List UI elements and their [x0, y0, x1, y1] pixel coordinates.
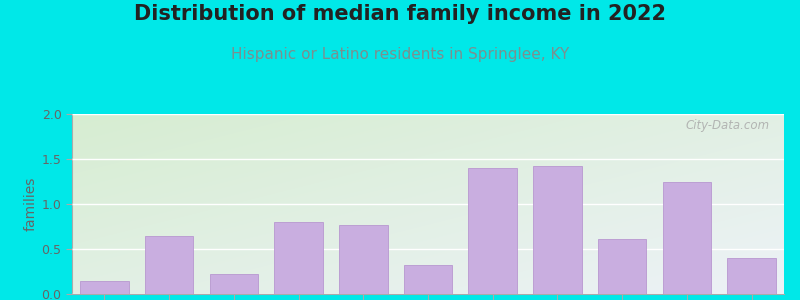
Bar [145, 236, 194, 294]
Text: Hispanic or Latino residents in Springlee, KY: Hispanic or Latino residents in Springle… [231, 46, 569, 62]
Bar [404, 265, 452, 294]
Bar [533, 166, 582, 294]
Text: City-Data.com: City-Data.com [686, 119, 770, 132]
Bar [339, 225, 387, 294]
Bar [727, 258, 776, 294]
Bar [210, 274, 258, 294]
Bar [80, 280, 129, 294]
Y-axis label: families: families [23, 177, 38, 231]
Text: Distribution of median family income in 2022: Distribution of median family income in … [134, 4, 666, 25]
Bar [274, 222, 323, 294]
Bar [469, 168, 517, 294]
Bar [662, 182, 711, 294]
Bar [598, 239, 646, 294]
